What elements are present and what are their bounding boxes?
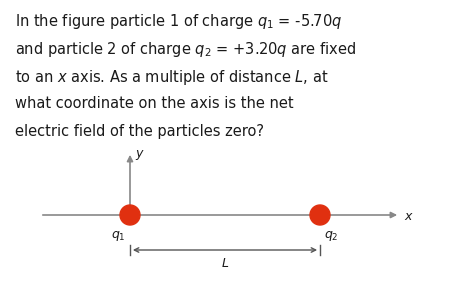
- Text: and particle 2 of charge $q_2$ = +3.20$q$ are fixed: and particle 2 of charge $q_2$ = +3.20$q…: [15, 40, 356, 59]
- Text: what coordinate on the axis is the net: what coordinate on the axis is the net: [15, 96, 293, 111]
- Text: to an $x$ axis. As a multiple of distance $L$, at: to an $x$ axis. As a multiple of distanc…: [15, 68, 328, 87]
- Text: $x$: $x$: [404, 211, 414, 224]
- Text: electric field of the particles zero?: electric field of the particles zero?: [15, 124, 264, 139]
- Circle shape: [120, 205, 140, 225]
- Circle shape: [310, 205, 330, 225]
- Text: In the figure particle 1 of charge $q_1$ = -5.70$q$: In the figure particle 1 of charge $q_1$…: [15, 12, 342, 31]
- Text: $y$: $y$: [135, 148, 145, 162]
- Text: $L$: $L$: [221, 257, 229, 270]
- Text: $q_1$: $q_1$: [111, 229, 126, 243]
- Text: $q_2$: $q_2$: [324, 229, 338, 243]
